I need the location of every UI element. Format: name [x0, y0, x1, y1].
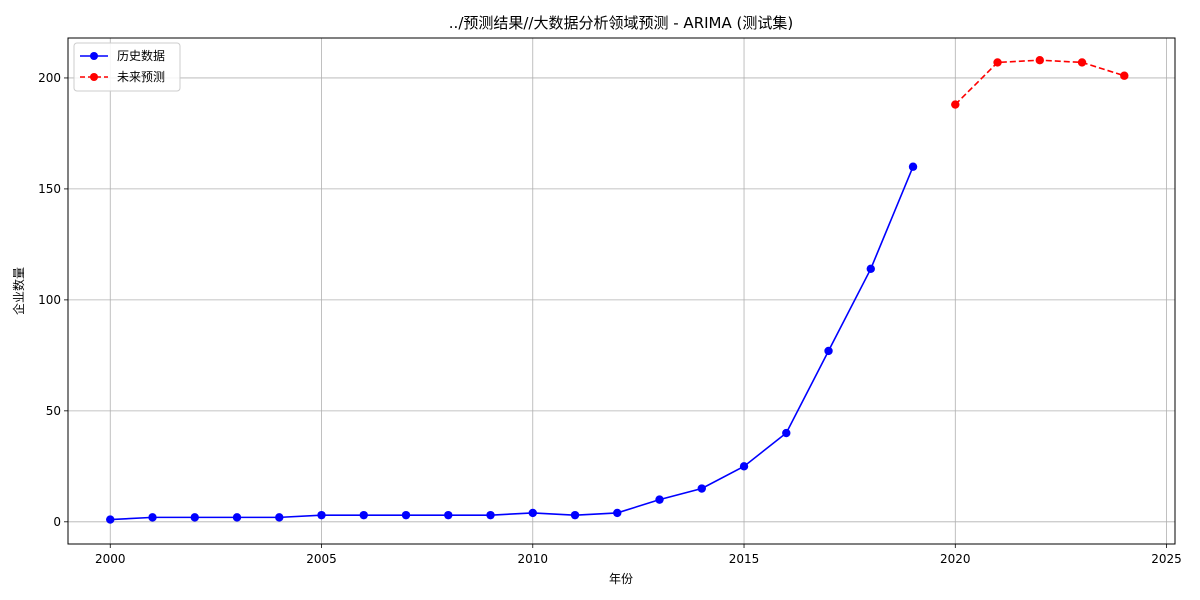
y-tick-label: 0: [53, 515, 61, 529]
x-tick-label: 2020: [940, 552, 971, 566]
data-point: [655, 495, 664, 504]
data-point: [570, 510, 580, 520]
legend-label-history: 历史数据: [117, 48, 165, 63]
legend: 历史数据 未来预测: [73, 42, 181, 92]
data-point: [993, 58, 1002, 67]
data-point: [866, 264, 875, 274]
legend-marker-history: [90, 52, 98, 60]
data-point: [317, 510, 326, 520]
data-point: [1120, 71, 1129, 80]
y-tick-label: 100: [38, 293, 61, 307]
data-point: [739, 462, 749, 471]
data-point: [190, 513, 199, 522]
x-tick-label: 2025: [1151, 552, 1182, 566]
series-line-1: [954, 59, 1125, 106]
data-point: [697, 484, 706, 493]
series-layer: [106, 55, 1129, 524]
data-point: [782, 428, 791, 438]
legend-label-forecast: 未来预测: [117, 70, 165, 84]
y-axis-label: 企业数量: [11, 267, 26, 315]
x-axis-label: 年份: [609, 572, 633, 586]
legend-marker-forecast: [90, 73, 98, 81]
legend-box: [73, 42, 181, 92]
x-tick-label: 2000: [95, 552, 126, 566]
data-point: [232, 513, 242, 522]
data-point: [528, 508, 537, 518]
y-tick-label: 200: [38, 71, 61, 85]
x-tick-label: 2005: [306, 552, 337, 566]
data-point: [275, 513, 284, 522]
data-point: [359, 510, 368, 520]
y-tick-label: 50: [46, 404, 61, 418]
data-point: [486, 510, 495, 520]
data-point: [106, 515, 115, 524]
data-point: [1035, 55, 1044, 65]
x-tick-label: 2015: [729, 552, 760, 566]
ticks: 2000 2005 2010 2015 2020 2025 0 50 100 150 200: [38, 71, 1182, 566]
data-point: [613, 508, 622, 518]
data-point: [444, 510, 453, 520]
series-line-0: [110, 166, 914, 521]
data-point: [951, 100, 960, 109]
grid: [68, 38, 1175, 544]
data-point: [148, 513, 157, 522]
chart-title: ../预测结果//大数据分析领域预测 - ARIMA (测试集): [449, 14, 793, 32]
data-point: [908, 162, 918, 171]
data-point: [1077, 58, 1087, 67]
plot-frame: [67, 37, 1176, 545]
y-tick-label: 150: [38, 182, 61, 196]
x-tick-label: 2010: [517, 552, 548, 566]
data-point: [401, 510, 411, 520]
data-point: [824, 346, 833, 356]
